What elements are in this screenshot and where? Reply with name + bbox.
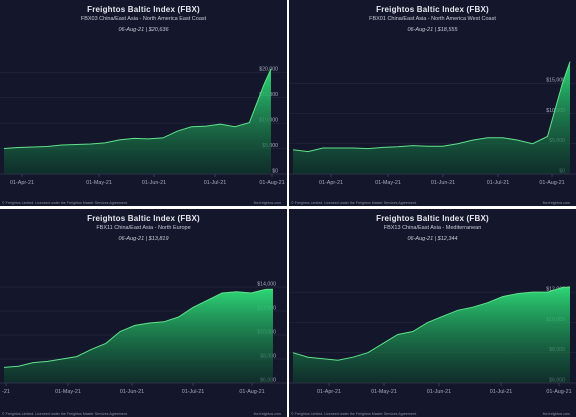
chart-date-value: 06-Aug-21 | $18,555 (407, 27, 458, 33)
x-tick-label: 01-Jun-21 (427, 389, 451, 395)
chart-subtitle: FBX03 China/East Asia - North America Ea… (80, 16, 207, 22)
chart-panel-fbx01: $0$5,000$10,000$15,00001-Apr-2101-May-21… (289, 0, 576, 206)
chart-panel-fbx13: $6,000$8,000$10,000$12,00001-Apr-2101-Ma… (289, 209, 576, 417)
chart-subtitle: FBX01 China/East Asia - North America We… (369, 16, 496, 22)
x-tick-label: 01-Jun-21 (142, 180, 166, 186)
x-tick-label: 01-Jul-21 (490, 389, 512, 395)
chart-title: Freightos Baltic Index (FBX) (87, 214, 200, 223)
series-area (4, 289, 273, 383)
license-footer: © Freightos Limited. Licensed under the … (291, 201, 417, 205)
series-line (292, 286, 571, 361)
chart-svg-fbx11: $6,000$8,000$10,000$12,000$14,000-2101-M… (0, 282, 287, 395)
chart-title: Freightos Baltic Index (FBX) (376, 214, 489, 223)
license-footer: © Freightos Limited. Licensed under the … (291, 412, 417, 416)
website-label: fbx.freightos.com (542, 201, 570, 205)
x-tick-label: 01-Jun-21 (431, 180, 455, 186)
license-footer: © Freightos Limited. Licensed under the … (2, 412, 128, 416)
x-tick-label: 01-Apr-21 (317, 389, 341, 395)
y-tick-label: $14,000 (257, 282, 276, 288)
series-line (3, 288, 274, 368)
x-tick-label: 01-May-21 (371, 389, 397, 395)
x-tick-label: 01-Aug-21 (546, 389, 571, 395)
website-label: fbx.freightos.com (253, 412, 281, 416)
series-area (4, 68, 271, 174)
x-tick-label: 01-Jun-21 (120, 389, 144, 395)
x-tick-label: 01-Apr-21 (319, 180, 343, 186)
y-tick-label: $20,000 (259, 67, 278, 73)
chart-date-value: 06-Aug-21 | $20,636 (118, 27, 169, 33)
chart-date-value: 06-Aug-21 | $13,819 (118, 236, 169, 242)
y-tick-label: $15,000 (546, 78, 565, 84)
x-tick-label: 01-May-21 (55, 389, 81, 395)
chart-svg-fbx03: $0$5,000$10,000$15,000$20,00001-Apr-2101… (0, 67, 287, 186)
license-footer: © Freightos Limited. Licensed under the … (2, 201, 128, 205)
chart-title: Freightos Baltic Index (FBX) (376, 5, 489, 14)
x-tick-label: 01-Aug-21 (539, 180, 564, 186)
website-label: fbx.freightos.com (542, 412, 570, 416)
chart-panel-fbx03: $0$5,000$10,000$15,000$20,00001-Apr-2101… (0, 0, 287, 206)
y-tick-label: $0 (272, 169, 278, 175)
x-tick-label: 01-Apr-21 (10, 180, 34, 186)
chart-date-value: 06-Aug-21 | $12,344 (407, 236, 458, 242)
website-label: fbx.freightos.com (253, 201, 281, 205)
chart-title: Freightos Baltic Index (FBX) (87, 5, 200, 14)
x-tick-label: -21 (2, 389, 10, 395)
x-tick-label: 01-May-21 (86, 180, 112, 186)
series-area (293, 286, 570, 383)
x-tick-label: 01-Jul-21 (182, 389, 204, 395)
x-tick-label: 01-Jul-21 (487, 180, 509, 186)
x-tick-label: 01-May-21 (375, 180, 401, 186)
chart-subtitle: FBX11 China/East Asia - North Europe (96, 225, 191, 231)
series-area (293, 61, 570, 175)
chart-svg-fbx01: $0$5,000$10,000$15,00001-Apr-2101-May-21… (289, 61, 576, 186)
x-tick-label: 01-Aug-21 (259, 180, 284, 186)
x-tick-label: 01-Aug-21 (239, 389, 264, 395)
chart-subtitle: FBX13 China/East Asia - Mediterranean (383, 225, 482, 231)
chart-svg-fbx13: $6,000$8,000$10,000$12,00001-Apr-2101-Ma… (289, 286, 576, 395)
series-line (3, 68, 272, 149)
x-tick-label: 01-Jul-21 (204, 180, 226, 186)
chart-panel-fbx11: $6,000$8,000$10,000$12,000$14,000-2101-M… (0, 209, 287, 417)
series-line (292, 61, 571, 153)
